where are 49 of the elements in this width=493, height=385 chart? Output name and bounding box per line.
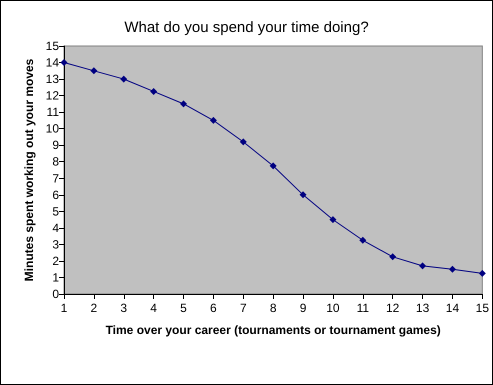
x-tick-label: 7 — [240, 301, 247, 315]
y-tick-label: 14 — [46, 56, 60, 70]
y-tick-label: 11 — [46, 105, 60, 120]
x-tick-label: 15 — [476, 301, 490, 315]
point — [180, 100, 188, 108]
y-tick-label: 3 — [52, 237, 60, 252]
chart-title: What do you spend your time doing? — [124, 19, 369, 36]
point — [329, 216, 336, 224]
y-tick-label: 2 — [52, 254, 60, 268]
point — [389, 253, 396, 260]
y-axis-title: Minutes spent working out your moves — [22, 58, 36, 282]
x-tick-label: 6 — [210, 301, 218, 315]
point — [478, 270, 486, 277]
x-tick-label: 13 — [416, 301, 430, 315]
x-tick-label: 11 — [356, 301, 370, 315]
x-tick-label: 3 — [120, 301, 128, 315]
y-tick-label: 9 — [52, 138, 60, 152]
x-tick-label: 1 — [60, 301, 68, 315]
y-tick-label: 8 — [52, 154, 60, 169]
point — [448, 266, 456, 273]
point — [270, 162, 277, 170]
y-tick-label: 1 — [52, 270, 60, 284]
y-tick-label: 10 — [46, 122, 60, 136]
x-tick-label: 5 — [180, 301, 188, 315]
point — [210, 116, 217, 124]
x-tick-label: 14 — [446, 301, 460, 315]
point — [359, 236, 366, 244]
y-tick-label: 12 — [46, 88, 60, 103]
x-tick-label: 8 — [270, 301, 277, 315]
x-tick-label: 9 — [300, 301, 307, 315]
point — [150, 88, 158, 95]
x-tick-label: 2 — [90, 301, 98, 315]
point — [90, 67, 98, 74]
y-tick-label: 0 — [52, 287, 60, 301]
y-tick-label: 7 — [52, 171, 60, 186]
y-tick-label: 6 — [52, 188, 60, 202]
point — [60, 59, 68, 66]
x-axis-title: Time over your career (tournaments or tournament games) — [106, 323, 441, 337]
point — [240, 138, 247, 146]
point — [120, 76, 128, 83]
x-tick-label: 12 — [386, 301, 400, 315]
point — [300, 191, 307, 198]
y-tick-label: 15 — [46, 39, 60, 53]
x-tick-label: 10 — [326, 301, 340, 315]
point — [419, 262, 426, 270]
x-tick-label: 4 — [150, 301, 158, 315]
y-tick-label: 5 — [52, 204, 60, 218]
y-tick-label: 13 — [46, 72, 60, 86]
y-tick-label: 4 — [52, 220, 60, 235]
